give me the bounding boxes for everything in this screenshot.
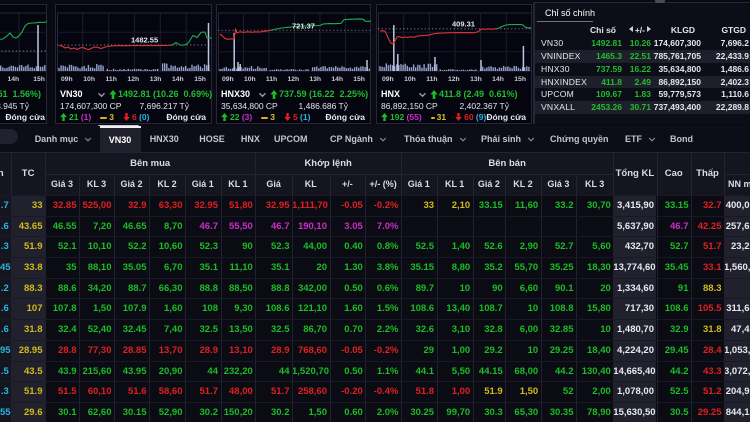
svg-text:721.37: 721.37: [292, 22, 315, 31]
svg-text:409.31: 409.31: [452, 20, 475, 29]
svg-text:1482.55: 1482.55: [131, 36, 158, 45]
